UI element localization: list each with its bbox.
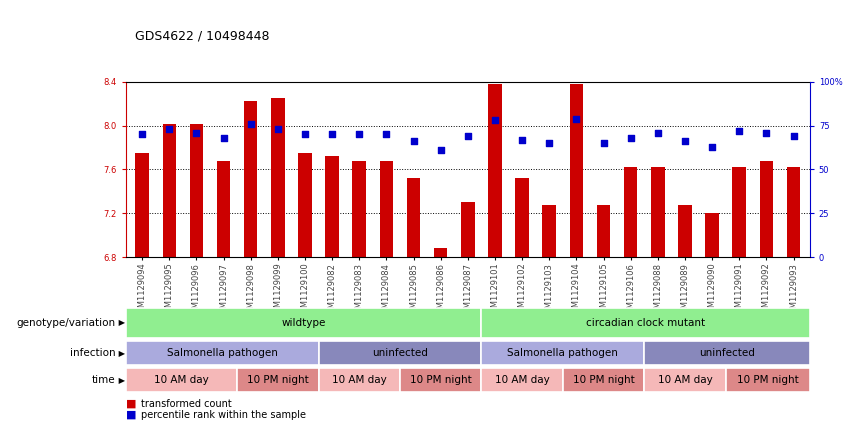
- Text: 10 AM day: 10 AM day: [332, 375, 386, 385]
- Point: [244, 121, 258, 127]
- Bar: [126, 341, 319, 365]
- Bar: [733, 167, 746, 257]
- Bar: [162, 124, 176, 257]
- Bar: [644, 341, 810, 365]
- Point: [461, 133, 475, 140]
- Point: [705, 143, 719, 150]
- Bar: [726, 368, 810, 392]
- Text: 10 PM night: 10 PM night: [410, 375, 471, 385]
- Bar: [482, 308, 810, 338]
- Bar: [488, 84, 502, 257]
- Bar: [760, 161, 773, 257]
- Point: [733, 127, 746, 134]
- Point: [406, 138, 420, 145]
- Bar: [706, 213, 719, 257]
- Text: 10 PM night: 10 PM night: [573, 375, 635, 385]
- Text: 10 AM day: 10 AM day: [155, 375, 209, 385]
- Text: ■: ■: [126, 410, 136, 420]
- Point: [135, 131, 149, 137]
- Point: [624, 135, 638, 141]
- Point: [596, 140, 610, 146]
- Point: [760, 129, 773, 136]
- Bar: [379, 161, 393, 257]
- Point: [516, 136, 529, 143]
- Bar: [651, 167, 665, 257]
- Bar: [597, 204, 610, 257]
- Text: 10 AM day: 10 AM day: [495, 375, 549, 385]
- Bar: [569, 84, 583, 257]
- Text: genotype/variation: genotype/variation: [16, 318, 115, 328]
- Text: wildtype: wildtype: [281, 318, 326, 328]
- Bar: [678, 204, 692, 257]
- Point: [298, 131, 312, 137]
- Bar: [516, 178, 529, 257]
- Text: 10 AM day: 10 AM day: [658, 375, 713, 385]
- Bar: [542, 204, 556, 257]
- Text: ▶: ▶: [116, 319, 126, 327]
- Point: [379, 131, 393, 137]
- Text: ▶: ▶: [116, 376, 126, 385]
- Bar: [271, 98, 285, 257]
- Point: [678, 138, 692, 145]
- Text: circadian clock mutant: circadian clock mutant: [586, 318, 705, 328]
- Text: 10 PM night: 10 PM night: [247, 375, 309, 385]
- Text: GDS4622 / 10498448: GDS4622 / 10498448: [135, 29, 269, 42]
- Bar: [434, 248, 448, 257]
- Bar: [319, 341, 482, 365]
- Text: infection: infection: [69, 348, 115, 358]
- Point: [786, 133, 800, 140]
- Text: 10 PM night: 10 PM night: [737, 375, 799, 385]
- Bar: [126, 368, 237, 392]
- Text: uninfected: uninfected: [699, 348, 755, 358]
- Point: [326, 131, 339, 137]
- Text: ■: ■: [126, 398, 136, 409]
- Bar: [786, 167, 800, 257]
- Bar: [352, 161, 366, 257]
- Point: [271, 126, 285, 132]
- Point: [488, 117, 502, 124]
- Bar: [407, 178, 420, 257]
- Text: uninfected: uninfected: [372, 348, 428, 358]
- Bar: [126, 308, 482, 338]
- Point: [217, 135, 231, 141]
- Point: [542, 140, 556, 146]
- Bar: [644, 368, 726, 392]
- Bar: [244, 102, 258, 257]
- Bar: [461, 202, 475, 257]
- Point: [651, 129, 665, 136]
- Point: [162, 126, 176, 132]
- Text: transformed count: transformed count: [141, 398, 233, 409]
- Bar: [482, 341, 644, 365]
- Bar: [217, 161, 230, 257]
- Point: [434, 147, 448, 154]
- Text: Salmonella pathogen: Salmonella pathogen: [508, 348, 618, 358]
- Bar: [624, 167, 637, 257]
- Point: [352, 131, 366, 137]
- Bar: [237, 368, 319, 392]
- Bar: [189, 124, 203, 257]
- Bar: [299, 153, 312, 257]
- Bar: [326, 156, 339, 257]
- Text: time: time: [92, 375, 115, 385]
- Bar: [482, 368, 562, 392]
- Bar: [400, 368, 482, 392]
- Text: percentile rank within the sample: percentile rank within the sample: [141, 410, 306, 420]
- Bar: [562, 368, 644, 392]
- Point: [189, 129, 203, 136]
- Text: ▶: ▶: [116, 349, 126, 358]
- Bar: [135, 153, 149, 257]
- Point: [569, 115, 583, 122]
- Text: Salmonella pathogen: Salmonella pathogen: [167, 348, 278, 358]
- Bar: [319, 368, 400, 392]
